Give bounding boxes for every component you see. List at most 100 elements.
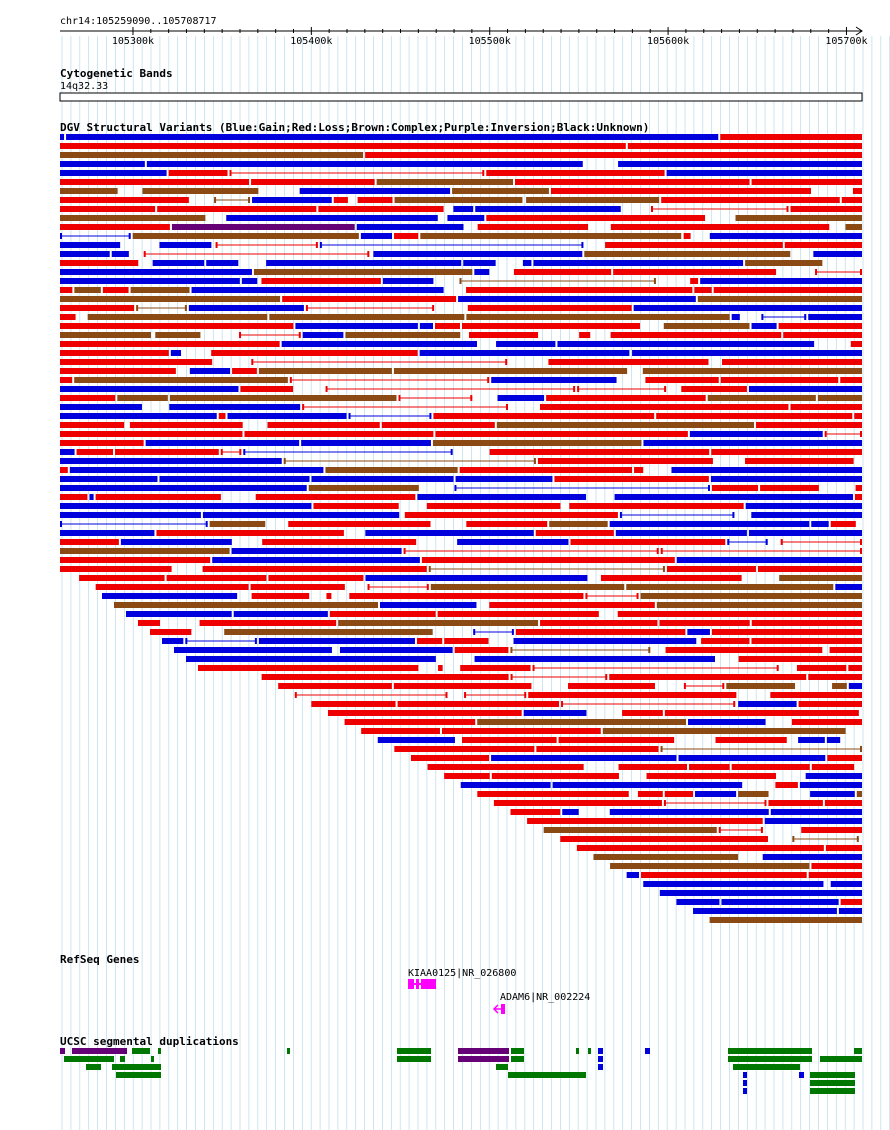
dgv-feature[interactable] [840,377,862,383]
dgv-feature[interactable] [711,485,759,491]
dgv-feature[interactable] [60,431,243,437]
dgv-feature[interactable] [379,602,477,608]
dgv-feature[interactable] [60,485,307,491]
dgv-feature[interactable] [261,674,509,680]
dgv-feature[interactable] [707,485,710,491]
dgv-feature[interactable] [206,260,239,266]
dgv-feature[interactable] [60,341,280,347]
dgv-feature[interactable] [720,377,839,383]
dgv-feature[interactable] [185,638,188,644]
dgv-feature[interactable] [701,638,750,644]
dgv-feature[interactable] [60,179,250,185]
dgv-feature[interactable] [860,746,862,752]
dgv-feature[interactable] [302,332,344,338]
dgv-feature[interactable] [482,170,485,176]
dgv-feature[interactable] [762,854,862,860]
dgv-feature[interactable] [421,557,675,563]
dgv-feature[interactable] [707,395,816,401]
dgv-feature[interactable] [683,233,691,239]
dgv-feature[interactable] [552,782,743,788]
dgv-feature[interactable] [738,701,797,707]
dgv-feature[interactable] [579,332,591,338]
dgv-feature[interactable] [89,494,94,500]
dgv-feature[interactable] [60,512,201,518]
segdup-feature[interactable] [508,1072,586,1078]
dgv-feature[interactable] [645,377,719,383]
dgv-feature[interactable] [584,251,791,257]
dgv-feature[interactable] [339,647,453,653]
dgv-feature[interactable] [557,341,815,347]
dgv-feature[interactable] [302,404,305,410]
dgv-feature[interactable] [278,683,392,689]
dgv-feature[interactable] [721,899,839,905]
dgv-feature[interactable] [801,827,862,833]
dgv-feature[interactable] [689,764,730,770]
dgv-feature[interactable] [663,323,750,329]
dgv-feature[interactable] [738,656,862,662]
dgv-feature[interactable] [417,494,587,500]
dgv-feature[interactable] [156,530,344,536]
dgv-feature[interactable] [660,548,663,554]
dgv-feature[interactable] [632,350,862,356]
dgv-feature[interactable] [429,413,432,419]
dgv-feature[interactable] [659,620,750,626]
dgv-feature[interactable] [605,242,783,248]
dgv-feature[interactable] [325,467,458,473]
dgv-feature[interactable] [852,188,862,194]
dgv-feature[interactable] [745,458,854,464]
dgv-feature[interactable] [860,548,862,554]
dgv-feature[interactable] [486,170,665,176]
dgv-feature[interactable] [461,323,641,329]
dgv-feature[interactable] [726,683,796,689]
dgv-feature[interactable] [610,863,810,869]
dgv-feature[interactable] [735,215,862,221]
dgv-feature[interactable] [666,566,756,572]
dgv-feature[interactable] [466,314,730,320]
dgv-feature[interactable] [435,431,688,437]
dgv-feature[interactable] [60,359,213,365]
dgv-feature[interactable] [609,674,807,680]
dgv-feature[interactable] [117,395,168,401]
dgv-feature[interactable] [420,233,682,239]
dgv-feature[interactable] [60,134,65,140]
dgv-feature[interactable] [467,305,632,311]
dgv-feature[interactable] [458,296,696,302]
dgv-feature[interactable] [790,206,862,212]
dgv-feature[interactable] [593,854,739,860]
dgv-feature[interactable] [150,629,192,635]
dgv-feature[interactable] [751,638,862,644]
dgv-feature[interactable] [169,404,301,410]
dgv-feature[interactable] [218,413,226,419]
dgv-feature[interactable] [60,458,282,464]
segdup-feature[interactable] [287,1048,290,1054]
dgv-feature[interactable] [60,566,172,572]
dgv-feature[interactable] [87,314,268,320]
dgv-feature[interactable] [694,287,712,293]
dgv-feature[interactable] [627,143,862,149]
dgv-feature[interactable] [827,755,862,761]
dgv-feature[interactable] [162,638,184,644]
dgv-feature[interactable] [513,269,612,275]
segdup-feature[interactable] [820,1056,862,1062]
dgv-feature[interactable] [254,638,257,644]
dgv-feature[interactable] [783,332,862,338]
dgv-feature[interactable] [497,395,545,401]
dgv-feature[interactable] [155,332,201,338]
dgv-feature[interactable] [808,674,862,680]
dgv-feature[interactable] [416,638,443,644]
dgv-feature[interactable] [666,170,862,176]
dgv-feature[interactable] [239,332,242,338]
dgv-feature[interactable] [444,638,489,644]
dgv-feature[interactable] [835,584,862,590]
dgv-feature[interactable] [614,494,853,500]
dgv-feature[interactable] [241,278,258,284]
dgv-feature[interactable] [466,287,693,293]
dgv-feature[interactable] [493,800,662,806]
dgv-feature[interactable] [548,359,709,365]
segdup-feature[interactable] [810,1088,855,1094]
dgv-feature[interactable] [760,485,819,491]
dgv-feature[interactable] [477,791,629,797]
dgv-feature[interactable] [60,350,169,356]
dgv-feature[interactable] [757,566,862,572]
dgv-feature[interactable] [188,305,304,311]
